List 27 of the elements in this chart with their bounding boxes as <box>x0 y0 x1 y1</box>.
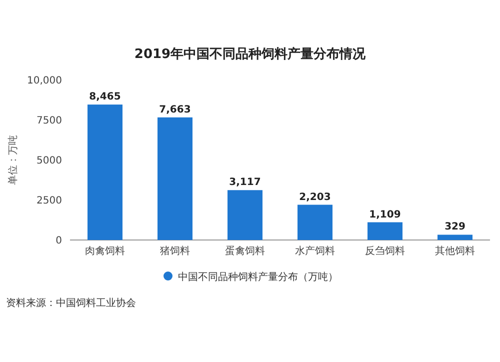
y-tick-label: 0 <box>56 236 62 246</box>
bar <box>368 222 402 240</box>
x-tick-label: 其他饲料 <box>435 245 475 257</box>
bar <box>228 190 262 240</box>
bar <box>158 117 192 240</box>
y-tick-label: 2500 <box>36 196 62 206</box>
chart-title: 2019年中国不同品种饲料产量分布情况 <box>134 46 367 62</box>
data-label: 1,109 <box>369 209 401 220</box>
bar <box>88 104 122 240</box>
data-label: 2,203 <box>299 192 331 203</box>
x-tick-label: 反刍饲料 <box>365 245 405 257</box>
bar <box>438 234 472 240</box>
y-axis-title: 单位：万吨 <box>7 135 19 185</box>
legend-label: 中国不同品种饲料产量分布（万吨） <box>178 271 338 283</box>
x-tick-label: 肉禽饲料 <box>85 245 125 257</box>
bar <box>298 204 332 240</box>
x-tick-label: 水产饲料 <box>295 245 335 257</box>
data-label: 3,117 <box>229 177 261 188</box>
y-tick-label: 10,000 <box>27 76 62 86</box>
data-label: 7,663 <box>159 104 191 116</box>
text: 资料来源：中国饲料工业协会 <box>6 297 136 309</box>
x-tick-label: 猪饲料 <box>160 245 190 257</box>
data-label: 329 <box>444 222 466 233</box>
y-tick-label: 7500 <box>36 116 62 126</box>
x-tick-label: 蛋禽饲料 <box>225 245 265 257</box>
y-tick-label: 5000 <box>36 156 62 166</box>
data-label: 8,465 <box>89 92 121 103</box>
